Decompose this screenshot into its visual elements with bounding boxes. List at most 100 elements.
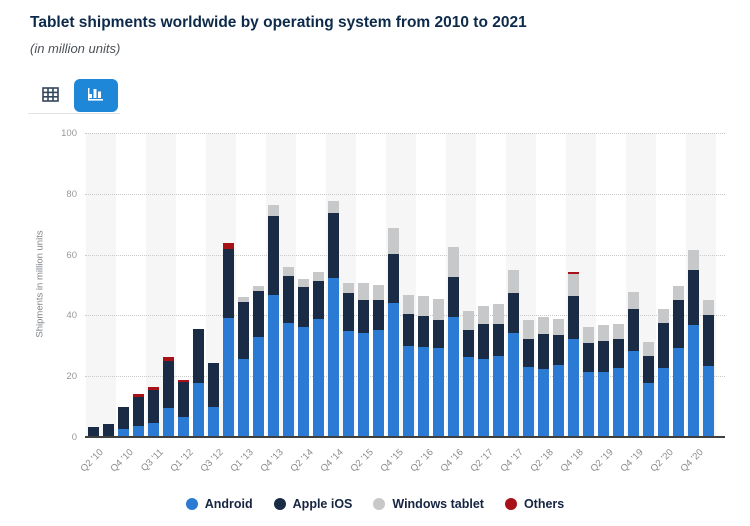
x-tick-label: Q4 '20 (677, 447, 706, 475)
bar-Q217[interactable] (478, 133, 489, 437)
bar-segment-apple-ios (313, 281, 324, 319)
bar-Q121[interactable] (703, 133, 714, 437)
bar-Q210[interactable] (88, 133, 99, 437)
bar-Q417[interactable] (508, 133, 519, 437)
bar-Q219[interactable] (598, 133, 609, 437)
bar-segment-windows-tablet (298, 278, 309, 287)
bar-Q214[interactable] (298, 133, 309, 437)
bar-segment-android (658, 367, 669, 437)
bar-segment-android (163, 407, 174, 437)
bar-segment-apple-ios (193, 329, 204, 383)
bar-segment-android (358, 333, 369, 437)
x-tick-label: Q2 '10 (77, 447, 106, 475)
legend-item-apple-ios[interactable]: Apple iOS (273, 497, 352, 511)
bar-Q318[interactable] (553, 133, 564, 437)
legend-item-windows-tablet[interactable]: Windows tablet (373, 497, 484, 511)
bar-Q211[interactable] (133, 133, 144, 437)
bar-Q310[interactable] (103, 133, 114, 437)
bar-Q118[interactable] (523, 133, 534, 437)
table-grid-icon (41, 86, 59, 105)
bar-Q410[interactable] (118, 133, 129, 437)
bar-Q216[interactable] (418, 133, 429, 437)
bar-segment-android (223, 318, 234, 437)
bar-Q314[interactable] (313, 133, 324, 437)
bar-Q419[interactable] (628, 133, 639, 437)
bar-segment-apple-ios (103, 424, 114, 437)
bar-segment-windows-tablet (643, 342, 654, 356)
bar-Q413[interactable] (268, 133, 279, 437)
bar-segment-windows-tablet (478, 306, 489, 325)
x-tick-label: Q3 '11 (138, 447, 166, 474)
legend-label: Others (523, 497, 565, 511)
bar-segment-windows-tablet (673, 285, 684, 301)
bar-segment-android (478, 358, 489, 437)
bar-Q115[interactable] (343, 133, 354, 437)
bar-segment-android (298, 326, 309, 437)
bar-segment-windows-tablet (343, 282, 354, 293)
bar-Q120[interactable] (643, 133, 654, 437)
bar-Q311[interactable] (148, 133, 159, 437)
bar-segment-windows-tablet (553, 319, 564, 336)
bar-Q315[interactable] (373, 133, 384, 437)
bar-Q212[interactable] (193, 133, 204, 437)
bar-segment-others (148, 386, 159, 390)
bar-Q418[interactable] (568, 133, 579, 437)
bar-Q414[interactable] (328, 133, 339, 437)
legend-item-others[interactable]: Others (504, 497, 565, 511)
bar-Q420[interactable] (688, 133, 699, 437)
bar-segment-android (613, 367, 624, 437)
bar-Q112[interactable] (178, 133, 189, 437)
bar-Q411[interactable] (163, 133, 174, 437)
bar-segment-apple-ios (433, 319, 444, 348)
bar-Q317[interactable] (493, 133, 504, 437)
bar-Q415[interactable] (388, 133, 399, 437)
bar-segment-android (628, 350, 639, 437)
bar-Q416[interactable] (448, 133, 459, 437)
bar-segment-apple-ios (673, 300, 684, 348)
bar-segment-apple-ios (358, 300, 369, 334)
bar-segment-windows-tablet (538, 317, 549, 334)
bar-segment-windows-tablet (448, 246, 459, 277)
bar-Q215[interactable] (358, 133, 369, 437)
chart-view-button[interactable] (74, 79, 118, 112)
bar-segment-apple-ios (568, 295, 579, 340)
bar-segment-android (553, 364, 564, 437)
x-tick-label: Q1 '12 (167, 447, 196, 475)
y-axis-title: Shipments in million units (34, 230, 46, 338)
bar-Q113[interactable] (238, 133, 249, 437)
bar-Q116[interactable] (403, 133, 414, 437)
bar-segment-android (238, 359, 249, 437)
bar-Q220[interactable] (658, 133, 669, 437)
y-tick-label: 0 (71, 432, 77, 443)
bar-segment-android (673, 347, 684, 437)
bar-segment-windows-tablet (658, 308, 669, 324)
bar-Q319[interactable] (613, 133, 624, 437)
x-tick-label: Q4 '19 (617, 447, 646, 475)
bar-Q412[interactable] (223, 133, 234, 437)
y-tick-label: 40 (66, 310, 77, 322)
bar-segment-apple-ios (88, 426, 99, 437)
table-view-button[interactable] (30, 79, 70, 112)
legend-item-android[interactable]: Android (185, 497, 253, 511)
bar-segment-apple-ios (703, 315, 714, 366)
bar-segment-android (283, 323, 294, 437)
bar-segment-apple-ios (613, 338, 624, 368)
bar-segment-windows-tablet (613, 323, 624, 339)
bar-Q320[interactable] (673, 133, 684, 437)
bar-segment-apple-ios (463, 329, 474, 357)
bar-Q213[interactable] (253, 133, 264, 437)
bar-segment-android (253, 336, 264, 437)
bar-Q114[interactable] (283, 133, 294, 437)
bar-Q119[interactable] (583, 133, 594, 437)
x-tick-label: Q4 '14 (317, 447, 346, 475)
bar-Q312[interactable] (208, 133, 219, 437)
bar-Q316[interactable] (433, 133, 444, 437)
bar-Q117[interactable] (463, 133, 474, 437)
bar-segment-android (418, 346, 429, 437)
bar-Q218[interactable] (538, 133, 549, 437)
bar-segment-android (568, 339, 579, 437)
bar-segment-android (193, 382, 204, 437)
bar-segment-windows-tablet (688, 250, 699, 271)
bar-segment-others (163, 357, 174, 362)
legend-dot (373, 498, 386, 510)
